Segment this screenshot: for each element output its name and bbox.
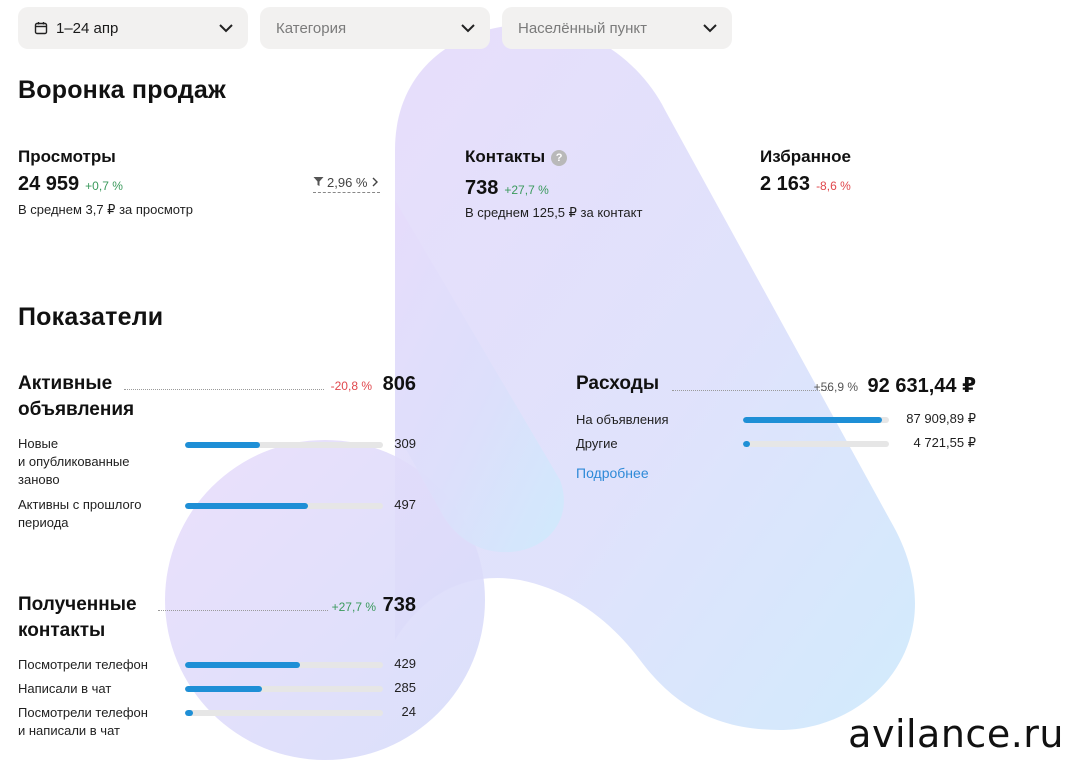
- chevron-down-icon: [702, 20, 718, 36]
- contacts-received-title-line1: Полученные: [18, 594, 137, 615]
- calendar-icon: [34, 21, 48, 35]
- contacts-received-title-line2: контакты: [18, 620, 106, 641]
- active-ads-title: Активные объявления: [18, 371, 134, 423]
- chevron-down-icon: [218, 20, 234, 36]
- funnel-icon: [313, 175, 324, 190]
- bar-fill: [185, 710, 193, 716]
- expenses-row-other-value: 4 721,55 ₽: [913, 435, 977, 450]
- site-watermark: avilance.ru: [848, 712, 1064, 756]
- dotted-leader: [124, 389, 324, 390]
- views-value: 24 959: [18, 173, 80, 195]
- contacts-row-chat-label: Написали в чат: [18, 680, 111, 698]
- category-placeholder: Категория: [276, 19, 347, 37]
- contacts-value-group: 738 +27,7 %: [465, 177, 549, 200]
- expenses-delta: +56,9 %: [813, 380, 858, 394]
- expenses-value: 92 631,44 ₽: [867, 375, 976, 397]
- city-filter[interactable]: Населённый пункт: [502, 7, 732, 49]
- active-row-prev-label: Активны с прошлого периода: [18, 496, 141, 532]
- contacts-value: 738: [465, 177, 499, 199]
- label-line: заново: [18, 472, 60, 487]
- bar-fill: [185, 503, 308, 509]
- bar-fill: [185, 442, 261, 448]
- expenses-row-ads-bar: [743, 417, 889, 423]
- more-details-link[interactable]: Подробнее: [576, 465, 649, 481]
- contacts-row-chat-bar: [185, 686, 383, 692]
- bar-fill: [185, 662, 300, 668]
- favorites-value-group: 2 163 -8,6 %: [760, 173, 851, 196]
- contacts-label-group: Контакты?: [465, 147, 568, 167]
- contacts-row-phone-bar: [185, 662, 383, 668]
- contacts-label: Контакты: [465, 147, 546, 166]
- active-ads-value: 806: [382, 373, 416, 395]
- label-line: Активны с прошлого: [18, 497, 142, 512]
- conversion-link[interactable]: 2,96 %: [313, 175, 381, 193]
- conversion-value: 2,96 %: [327, 175, 368, 190]
- expenses-row-other-label: Другие: [576, 436, 618, 451]
- bar-fill: [185, 686, 263, 692]
- favorites-label: Избранное: [760, 147, 851, 166]
- contacts-received-delta: +27,7 %: [331, 600, 376, 614]
- funnel-title: Воронка продаж: [18, 76, 226, 104]
- expenses-row-other-bar: [743, 441, 889, 447]
- label-line: Посмотрели телефон: [18, 705, 148, 720]
- contacts-row-both-bar: [185, 710, 383, 716]
- contacts-row-phone-label: Посмотрели телефон: [18, 656, 148, 674]
- category-filter[interactable]: Категория: [260, 7, 490, 49]
- active-ads-title-line2: объявления: [18, 399, 135, 420]
- active-row-prev-value: 497: [394, 497, 416, 512]
- favorites-value: 2 163: [760, 173, 811, 195]
- label-line: Написали в чат: [18, 681, 112, 696]
- active-row-new-value: 309: [394, 436, 416, 451]
- dotted-leader: [158, 610, 328, 611]
- contacts-row-both-label: Посмотрели телефон и написали в чат: [18, 704, 148, 740]
- expenses-row-ads-value: 87 909,89 ₽: [906, 411, 976, 426]
- help-icon[interactable]: ?: [551, 149, 568, 166]
- contacts-delta: +27,7 %: [504, 183, 549, 197]
- views-value-group: 24 959 +0,7 %: [18, 173, 123, 196]
- label-line: и написали в чат: [18, 723, 120, 738]
- date-range-filter[interactable]: 1–24 апр: [18, 7, 248, 49]
- indicators-title: Показатели: [18, 303, 164, 331]
- favorites-delta: -8,6 %: [816, 179, 851, 193]
- bar-fill: [743, 417, 882, 423]
- contacts-average: В среднем 125,5 ₽ за контакт: [465, 205, 643, 220]
- active-row-new-label: Новые и опубликованные заново: [18, 435, 129, 489]
- active-ads-title-line1: Активные: [18, 373, 113, 394]
- expenses-title: Расходы: [576, 373, 660, 394]
- bar-fill: [743, 441, 751, 447]
- date-range-label: 1–24 апр: [56, 19, 119, 37]
- city-placeholder: Населённый пункт: [518, 19, 648, 37]
- active-ads-delta: -20,8 %: [330, 379, 372, 393]
- contacts-received-title: Полученные контакты: [18, 592, 137, 644]
- views-label: Просмотры: [18, 147, 116, 166]
- label-line: Новые: [18, 436, 59, 451]
- active-row-prev-bar: [185, 503, 383, 509]
- views-average: В среднем 3,7 ₽ за просмотр: [18, 202, 193, 217]
- active-row-new-bar: [185, 442, 383, 448]
- chevron-right-icon: [370, 175, 380, 190]
- views-delta: +0,7 %: [85, 179, 123, 193]
- expenses-row-ads-label: На объявления: [576, 412, 669, 427]
- contacts-received-value: 738: [382, 594, 416, 616]
- chevron-down-icon: [460, 20, 476, 36]
- contacts-row-both-value: 24: [401, 704, 416, 719]
- label-line: Посмотрели телефон: [18, 657, 148, 672]
- contacts-row-chat-value: 285: [394, 680, 416, 695]
- contacts-row-phone-value: 429: [394, 656, 416, 671]
- label-line: периода: [18, 515, 69, 530]
- label-line: и опубликованные: [18, 454, 130, 469]
